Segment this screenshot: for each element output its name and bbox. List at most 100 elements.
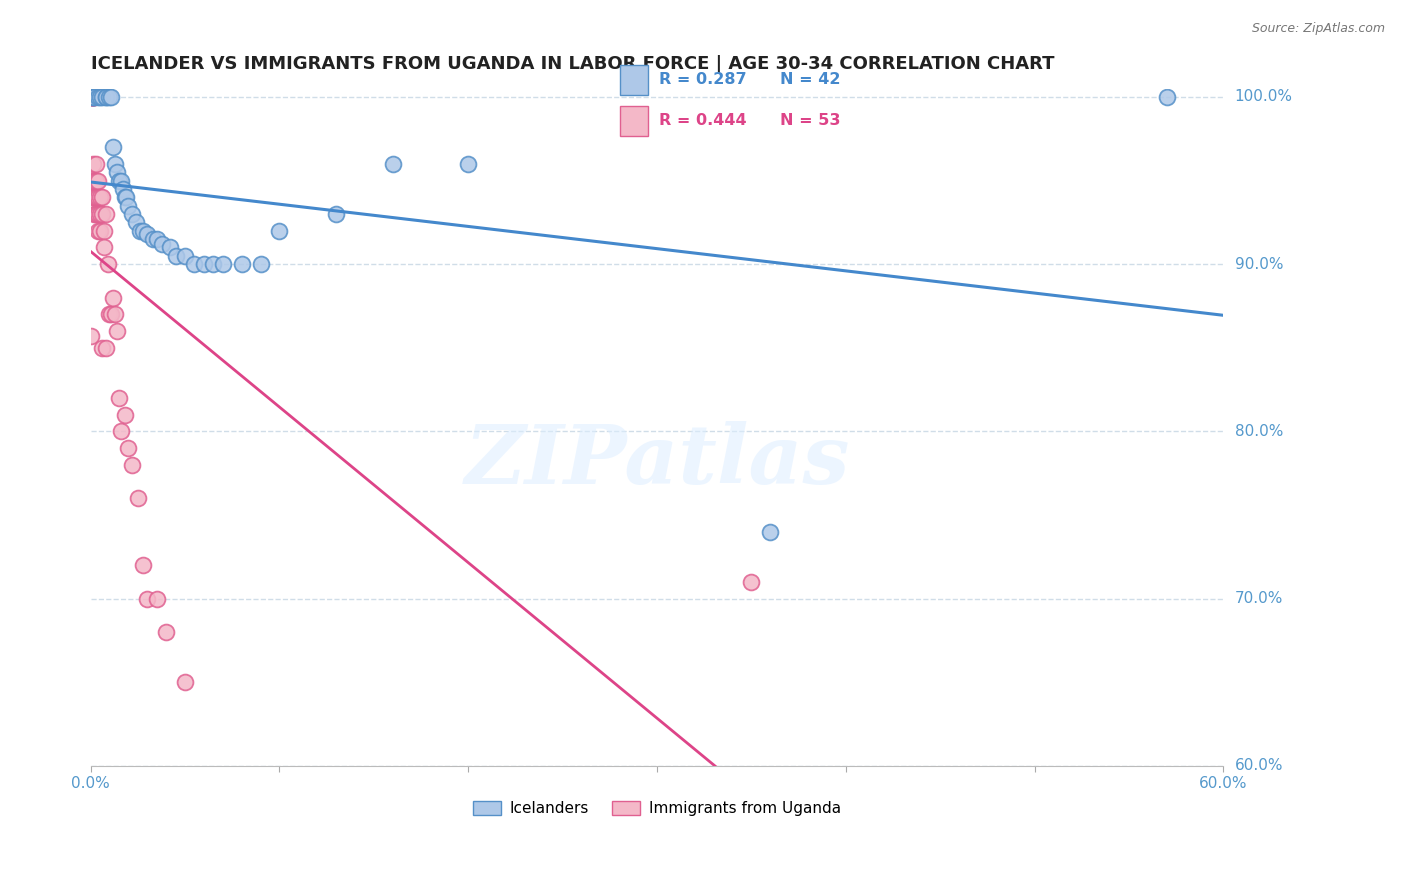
Point bbox=[94, 90, 117, 104]
Point bbox=[108, 391, 131, 405]
Point bbox=[142, 232, 165, 246]
Point bbox=[83, 90, 105, 104]
Point bbox=[82, 173, 104, 187]
Point bbox=[98, 307, 121, 321]
Point bbox=[93, 240, 115, 254]
Point bbox=[174, 675, 197, 690]
Point bbox=[145, 232, 167, 246]
Point bbox=[193, 257, 215, 271]
Point bbox=[82, 90, 104, 104]
Point bbox=[159, 240, 181, 254]
Point bbox=[114, 408, 136, 422]
FancyBboxPatch shape bbox=[620, 65, 648, 95]
Point bbox=[211, 257, 233, 271]
Point bbox=[84, 207, 107, 221]
Point bbox=[84, 157, 107, 171]
Point bbox=[231, 257, 253, 271]
Point bbox=[84, 190, 107, 204]
Point bbox=[103, 140, 125, 154]
Point bbox=[115, 190, 138, 204]
Point bbox=[1156, 90, 1178, 104]
Point bbox=[104, 157, 127, 171]
Point bbox=[110, 425, 132, 439]
Point bbox=[91, 341, 114, 355]
Point bbox=[79, 90, 101, 104]
Point bbox=[136, 227, 159, 241]
Point bbox=[105, 324, 128, 338]
Point bbox=[91, 90, 114, 104]
Point bbox=[82, 90, 104, 104]
Point bbox=[155, 625, 177, 640]
Point bbox=[82, 157, 104, 171]
Point bbox=[94, 90, 117, 104]
Point bbox=[82, 190, 104, 204]
Point bbox=[128, 224, 150, 238]
Point bbox=[87, 90, 110, 104]
Point bbox=[89, 207, 111, 221]
Point bbox=[759, 524, 782, 539]
Point bbox=[94, 207, 117, 221]
Text: 80.0%: 80.0% bbox=[1234, 424, 1282, 439]
Point bbox=[83, 90, 105, 104]
Point bbox=[381, 157, 404, 171]
Text: 60.0%: 60.0% bbox=[1234, 758, 1284, 773]
FancyBboxPatch shape bbox=[620, 106, 648, 136]
Point bbox=[84, 173, 107, 187]
Text: ICELANDER VS IMMIGRANTS FROM UGANDA IN LABOR FORCE | AGE 30-34 CORRELATION CHART: ICELANDER VS IMMIGRANTS FROM UGANDA IN L… bbox=[90, 55, 1054, 73]
Point bbox=[100, 307, 122, 321]
Point bbox=[79, 90, 101, 104]
Point bbox=[79, 90, 101, 104]
Point bbox=[89, 224, 111, 238]
Point bbox=[89, 190, 111, 204]
Text: R = 0.287: R = 0.287 bbox=[659, 72, 747, 87]
Point bbox=[87, 224, 110, 238]
Text: ZIPatlas: ZIPatlas bbox=[464, 421, 849, 501]
Point bbox=[150, 237, 173, 252]
Point bbox=[97, 257, 120, 271]
Point bbox=[93, 224, 115, 238]
Point bbox=[325, 207, 347, 221]
Text: Source: ZipAtlas.com: Source: ZipAtlas.com bbox=[1251, 22, 1385, 36]
Text: 90.0%: 90.0% bbox=[1234, 257, 1284, 272]
Text: N = 53: N = 53 bbox=[780, 113, 841, 128]
Point bbox=[132, 224, 155, 238]
Point bbox=[91, 207, 114, 221]
Point bbox=[105, 165, 128, 179]
Point bbox=[83, 90, 105, 104]
Text: R = 0.444: R = 0.444 bbox=[659, 113, 747, 128]
Point bbox=[145, 591, 167, 606]
Point bbox=[82, 90, 104, 104]
Legend: Icelanders, Immigrants from Uganda: Icelanders, Immigrants from Uganda bbox=[467, 796, 846, 822]
Point bbox=[117, 441, 139, 455]
Text: N = 42: N = 42 bbox=[780, 72, 841, 87]
Point bbox=[117, 199, 139, 213]
Point bbox=[79, 90, 101, 104]
Point bbox=[269, 224, 291, 238]
Point bbox=[94, 341, 117, 355]
Point bbox=[165, 249, 187, 263]
Point bbox=[100, 90, 122, 104]
Point bbox=[125, 215, 148, 229]
Text: 100.0%: 100.0% bbox=[1234, 89, 1292, 104]
Point bbox=[89, 90, 111, 104]
Point bbox=[83, 190, 105, 204]
Point bbox=[79, 90, 101, 104]
Point bbox=[121, 207, 143, 221]
Point bbox=[82, 90, 104, 104]
Point bbox=[202, 257, 225, 271]
Point bbox=[87, 190, 110, 204]
Point bbox=[457, 157, 479, 171]
Point bbox=[104, 307, 127, 321]
Point bbox=[83, 173, 105, 187]
Point bbox=[87, 173, 110, 187]
Point bbox=[79, 329, 101, 343]
Point bbox=[82, 90, 104, 104]
Point bbox=[121, 458, 143, 472]
Point bbox=[83, 207, 105, 221]
Point bbox=[103, 291, 125, 305]
Point bbox=[111, 182, 134, 196]
Point bbox=[740, 574, 762, 589]
Point bbox=[136, 591, 159, 606]
Point bbox=[114, 190, 136, 204]
Point bbox=[87, 207, 110, 221]
